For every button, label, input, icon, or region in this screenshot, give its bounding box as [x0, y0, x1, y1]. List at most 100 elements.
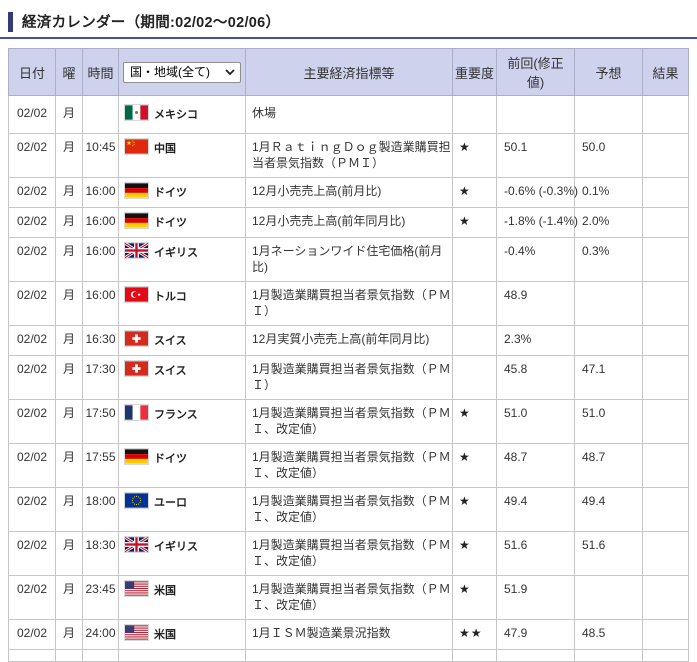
previous-cell: 48.9	[496, 281, 575, 326]
eu-flag-icon	[125, 493, 148, 508]
day-cell: 月	[55, 487, 83, 532]
previous-cell: 50.1	[496, 133, 575, 178]
previous-cell: -0.4%	[496, 237, 575, 282]
result-cell	[642, 399, 689, 444]
forecast-cell	[574, 325, 643, 356]
time-cell: 16:00	[82, 237, 119, 282]
importance-cell: ★	[452, 207, 497, 238]
france-flag-icon	[125, 405, 148, 420]
forecast-cell: 48.5	[574, 619, 643, 650]
forecast-cell: 51.0	[574, 399, 643, 444]
mexico-flag-icon	[125, 105, 148, 120]
result-cell	[642, 207, 689, 238]
country-cell: イギリス	[118, 531, 246, 576]
country-cell: ドイツ	[118, 177, 246, 208]
importance-cell: ★	[452, 177, 497, 208]
switzerland-flag-icon	[125, 331, 148, 346]
country-name: スイス	[154, 365, 187, 377]
day-cell: 月	[55, 619, 83, 650]
table-row: 02/02 月 18:30 イギリス 1月製造業購買担当者景気指数（ＰＭ Ｉ、改定値） ★…	[8, 531, 689, 576]
col-header-day: 曜	[55, 48, 83, 96]
table-row: 02/02 月 16:00 ドイツ 12月小売売上高(前月比) ★ -0.6% (-0.3%…	[8, 177, 689, 208]
result-cell	[642, 177, 689, 208]
result-cell	[642, 355, 689, 400]
day-cell: 月	[55, 325, 83, 356]
country-cell: トルコ	[118, 281, 246, 326]
forecast-cell: 51.6	[574, 531, 643, 576]
time-cell: 16:00	[82, 281, 119, 326]
indicator-cell: 1月製造業購買担当者景気指数（ＰＭ Ｉ、改定値）	[245, 443, 453, 488]
country-cell: 中国	[118, 133, 246, 178]
date-cell: 02/02	[8, 531, 56, 576]
country-cell: ドイツ	[118, 443, 246, 488]
indicator-cell: 1月製造業購買担当者景気指数（ＰＭ Ｉ、改定値）	[245, 575, 453, 620]
col-header-date: 日付	[8, 48, 56, 96]
result-cell	[642, 325, 689, 356]
col-header-previous: 前回(修正値)	[496, 48, 575, 96]
col-header-region: 国・地域(全て)	[118, 48, 246, 96]
country-name: トルコ	[154, 291, 187, 303]
importance-cell: ★	[452, 487, 497, 532]
page-title: 経済カレンダー（期間:02/02～02/06）	[22, 15, 281, 31]
time-cell: 10:45	[82, 133, 119, 178]
table-row: 02/02 月 16:00 ドイツ 12月小売売上高(前年同月比) ★ -1.8% (-1.…	[8, 207, 689, 238]
table-row: 02/02 月 17:55 ドイツ 1月製造業購買担当者景気指数（ＰＭ Ｉ、改定値） ★ 4…	[8, 443, 689, 488]
indicator-cell: 1月ＲａｔｉｎｇＤｏｇ製造業購買担 当者景気指数（ＰＭＩ）	[245, 133, 453, 178]
country-name: イギリス	[154, 247, 198, 259]
time-cell: 18:30	[82, 531, 119, 576]
date-cell: 02/02	[8, 487, 56, 532]
forecast-cell: 0.1%	[574, 177, 643, 208]
date-cell: 02/02	[8, 177, 56, 208]
table-row: 02/02 月 メキシコ 休場	[8, 95, 689, 134]
date-cell: 02/02	[8, 207, 56, 238]
germany-flag-icon	[125, 213, 148, 228]
indicator-cell: 1月製造業購買担当者景気指数（ＰＭ Ｉ、改定値）	[245, 487, 453, 532]
indicator-cell: 1月製造業購買担当者景気指数（ＰＭ Ｉ）	[245, 355, 453, 400]
col-header-importance: 重要度	[452, 48, 497, 96]
result-cell	[642, 531, 689, 576]
previous-cell	[496, 649, 575, 662]
usa-flag-icon	[125, 581, 148, 596]
previous-cell: -1.8% (-1.4%)	[496, 207, 578, 238]
result-cell	[642, 237, 689, 282]
date-cell: 02/02	[8, 443, 56, 488]
country-name: ドイツ	[154, 217, 187, 229]
previous-cell: 2.3%	[496, 325, 575, 356]
region-filter-select[interactable]: 国・地域(全て)	[123, 61, 241, 83]
country-name: メキシコ	[154, 109, 198, 121]
day-cell: 月	[55, 237, 83, 282]
table-row: 02/02 月 16:30 スイス 12月実質小売売上高(前年同月比) 2.3%	[8, 325, 689, 356]
day-cell: 月	[55, 531, 83, 576]
country-name: 米国	[154, 629, 176, 641]
day-cell: 月	[55, 281, 83, 326]
day-cell: 月	[55, 207, 83, 238]
forecast-cell: 48.7	[574, 443, 643, 488]
time-cell	[82, 649, 119, 662]
date-cell: 02/02	[8, 619, 56, 650]
country-name: 米国	[154, 585, 176, 597]
date-cell: 02/02	[8, 325, 56, 356]
country-name: ドイツ	[154, 453, 187, 465]
table-row: 02/02 月 17:30 スイス 1月製造業購買担当者景気指数（ＰＭ Ｉ） 45.8 47…	[8, 355, 689, 400]
country-cell: ドイツ	[118, 207, 246, 238]
date-cell: 02/02	[8, 95, 56, 134]
importance-cell: ★	[452, 531, 497, 576]
time-cell: 23:45	[82, 575, 119, 620]
country-cell	[118, 649, 246, 662]
importance-cell: ★★	[452, 619, 497, 650]
country-name: スイス	[154, 335, 187, 347]
day-cell: 月	[55, 95, 83, 134]
result-cell	[642, 133, 689, 178]
time-cell: 16:30	[82, 325, 119, 356]
indicator-cell: 1月ＩＳＭ製造業景況指数	[245, 619, 453, 650]
date-cell: 02/02	[8, 281, 56, 326]
country-cell: スイス	[118, 355, 246, 400]
date-cell: 02/02	[8, 133, 56, 178]
table-row: 02/02 月 18:00 ユーロ 1月製造業購買担当者景気指数（ＰＭ Ｉ、改定値） ★ 4…	[8, 487, 689, 532]
previous-cell	[496, 95, 575, 134]
table-row: 02/02 月 10:45 中国 1月ＲａｔｉｎｇＤｏｇ製造業購買担 当者景気指数（ＰＭ…	[8, 133, 689, 178]
country-cell: イギリス	[118, 237, 246, 282]
date-cell: 02/02	[8, 355, 56, 400]
importance-cell: ★	[452, 575, 497, 620]
result-cell	[642, 487, 689, 532]
